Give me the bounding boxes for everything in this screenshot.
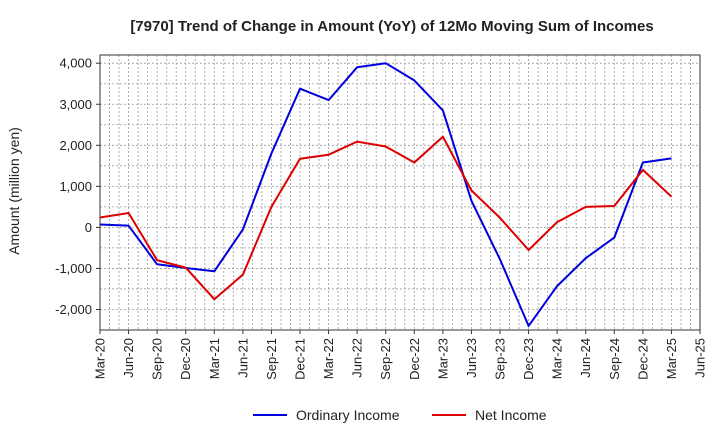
- y-tick-label: 2,000: [59, 138, 92, 153]
- y-tick-label: 0: [85, 220, 92, 235]
- x-tick-label: Sep-23: [493, 338, 508, 380]
- plot-area: [99, 54, 701, 331]
- x-tick-label: Dec-22: [407, 338, 422, 380]
- x-tick-label: Dec-23: [521, 338, 536, 380]
- x-tick-label: Jun-22: [350, 338, 365, 378]
- x-tick-label: Jun-24: [578, 338, 593, 378]
- x-tick-label: Mar-22: [321, 338, 336, 379]
- y-tick-label: 3,000: [59, 97, 92, 112]
- x-tick-label: Sep-24: [607, 338, 622, 380]
- x-tick-label: Dec-21: [293, 338, 308, 380]
- y-axis-label: Amount (million yen): [6, 127, 22, 255]
- series-line-net-income: [99, 135, 673, 301]
- x-tick-label: Sep-22: [378, 338, 393, 380]
- y-tick-label: -2,000: [55, 302, 92, 317]
- x-tick-label: Mar-24: [550, 338, 565, 379]
- x-tick-label: Dec-20: [178, 338, 193, 380]
- x-tick-label: Jun-23: [464, 338, 479, 378]
- x-tick-label: Dec-24: [635, 338, 650, 380]
- x-axis-ticks: Mar-20 Jun-20 Sep-20 Dec-20 Mar-21 Jun-21 Sep-…: [93, 330, 708, 380]
- legend-label-net-income: Net Income: [475, 407, 547, 423]
- y-tick-label: 4,000: [59, 56, 92, 71]
- series-lines: [99, 62, 673, 327]
- x-tick-label: Jun-21: [235, 338, 250, 378]
- grid-lines: [100, 55, 700, 330]
- x-tick-label: Mar-21: [207, 338, 222, 379]
- y-tick-label: -1,000: [55, 261, 92, 276]
- legend: Ordinary Income Net Income: [253, 407, 547, 423]
- x-tick-label: Jun-20: [121, 338, 136, 378]
- x-tick-label: Mar-25: [664, 338, 679, 379]
- legend-label-ordinary-income: Ordinary Income: [296, 407, 400, 423]
- x-tick-label: Jun-25: [693, 338, 708, 378]
- y-tick-label: 1,000: [59, 179, 92, 194]
- x-tick-label: Sep-20: [150, 338, 165, 380]
- chart-title: [7970] Trend of Change in Amount (YoY) o…: [130, 18, 653, 35]
- x-tick-label: Sep-21: [264, 338, 279, 380]
- y-axis-ticks: -2,000 -1,000 0 1,000 2,000 3,000 4,000: [55, 56, 100, 317]
- x-tick-label: Mar-20: [93, 338, 108, 379]
- series-line-ordinary-income: [99, 62, 672, 327]
- x-tick-label: Mar-23: [435, 338, 450, 379]
